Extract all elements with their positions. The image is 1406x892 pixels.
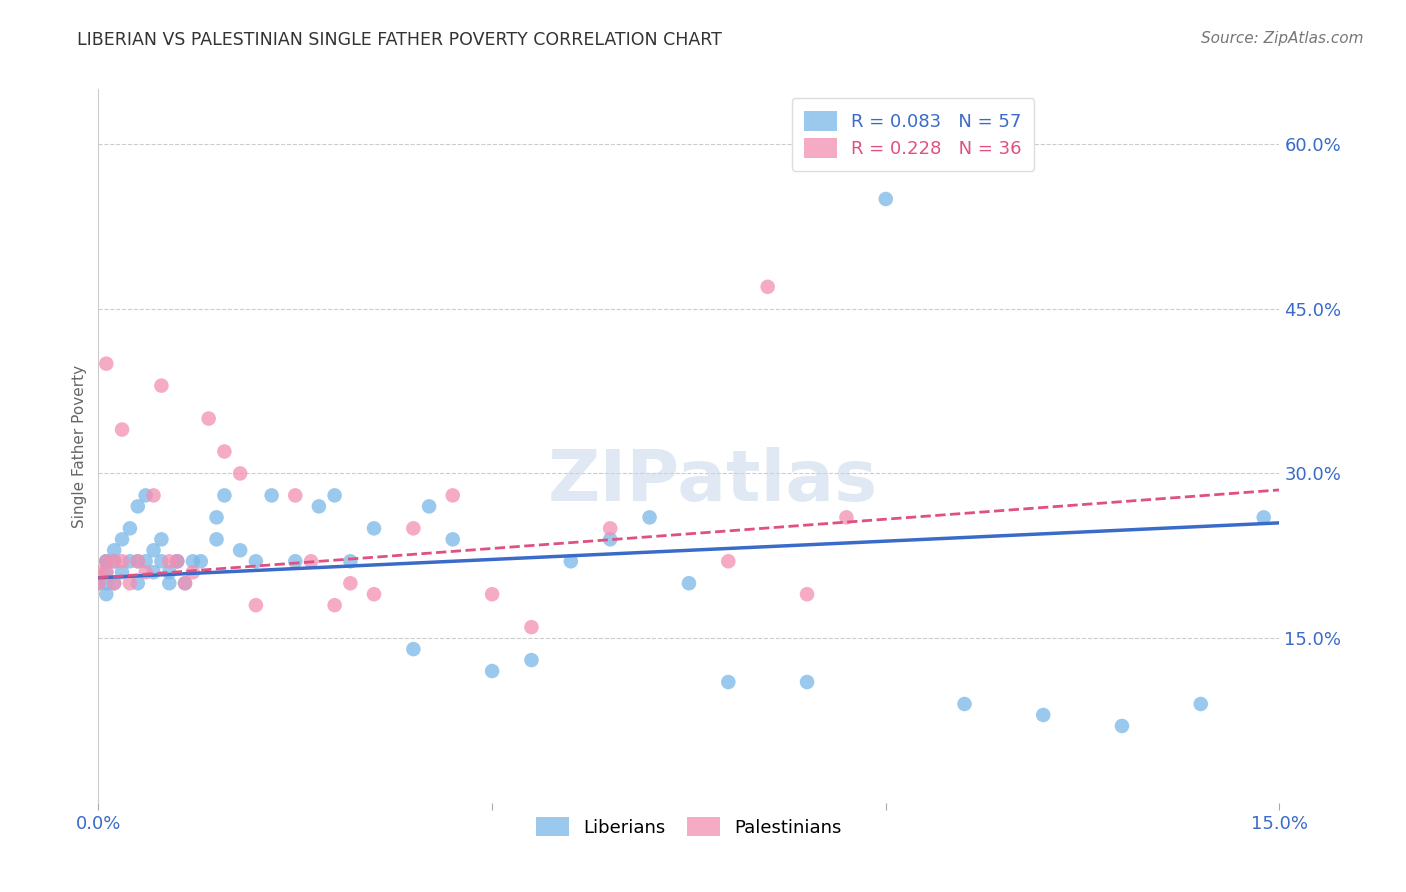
Point — [402, 642, 425, 657]
Point — [229, 543, 252, 558]
Point — [135, 488, 157, 502]
Point — [150, 378, 173, 392]
Point — [835, 510, 858, 524]
Point — [197, 411, 219, 425]
Point — [339, 554, 361, 568]
Point — [205, 533, 228, 547]
Point — [441, 488, 464, 502]
Point — [96, 554, 118, 568]
Point — [127, 576, 149, 591]
Point — [135, 566, 157, 580]
Point — [638, 510, 661, 524]
Point — [142, 543, 165, 558]
Point — [127, 554, 149, 568]
Point — [103, 554, 125, 568]
Point — [96, 587, 118, 601]
Point — [678, 576, 700, 591]
Point — [127, 554, 149, 568]
Legend: Liberians, Palestinians: Liberians, Palestinians — [529, 809, 849, 844]
Point — [245, 554, 267, 568]
Point — [520, 653, 543, 667]
Point — [96, 566, 118, 580]
Point — [205, 510, 228, 524]
Point — [1189, 697, 1212, 711]
Point — [174, 576, 197, 591]
Point — [166, 554, 188, 568]
Point — [284, 488, 307, 502]
Point — [481, 587, 503, 601]
Point — [441, 533, 464, 547]
Point — [111, 566, 134, 580]
Point — [181, 554, 204, 568]
Point — [796, 587, 818, 601]
Point — [96, 554, 118, 568]
Point — [96, 576, 118, 591]
Point — [190, 554, 212, 568]
Point — [142, 488, 165, 502]
Point — [118, 521, 141, 535]
Point — [166, 554, 188, 568]
Point — [214, 444, 236, 458]
Point — [756, 280, 779, 294]
Point — [87, 576, 110, 591]
Point — [142, 566, 165, 580]
Point — [363, 587, 385, 601]
Point — [103, 543, 125, 558]
Point — [363, 521, 385, 535]
Point — [166, 554, 188, 568]
Point — [875, 192, 897, 206]
Point — [214, 488, 236, 502]
Point — [87, 576, 110, 591]
Point — [299, 554, 322, 568]
Point — [229, 467, 252, 481]
Point — [111, 423, 134, 437]
Point — [127, 500, 149, 514]
Point — [953, 697, 976, 711]
Y-axis label: Single Father Poverty: Single Father Poverty — [72, 365, 87, 527]
Point — [260, 488, 283, 502]
Point — [481, 664, 503, 678]
Point — [150, 533, 173, 547]
Point — [181, 566, 204, 580]
Point — [103, 554, 125, 568]
Point — [150, 554, 173, 568]
Point — [520, 620, 543, 634]
Point — [157, 566, 180, 580]
Point — [418, 500, 440, 514]
Point — [284, 554, 307, 568]
Point — [157, 554, 180, 568]
Point — [323, 488, 346, 502]
Point — [111, 554, 134, 568]
Point — [245, 598, 267, 612]
Point — [339, 576, 361, 591]
Text: Source: ZipAtlas.com: Source: ZipAtlas.com — [1201, 31, 1364, 46]
Point — [599, 521, 621, 535]
Point — [87, 566, 110, 580]
Point — [157, 576, 180, 591]
Point — [1253, 510, 1275, 524]
Point — [599, 533, 621, 547]
Point — [118, 576, 141, 591]
Point — [111, 533, 134, 547]
Point — [96, 566, 118, 580]
Point — [103, 576, 125, 591]
Point — [717, 675, 740, 690]
Point — [560, 554, 582, 568]
Point — [135, 554, 157, 568]
Point — [1111, 719, 1133, 733]
Point — [308, 500, 330, 514]
Text: LIBERIAN VS PALESTINIAN SINGLE FATHER POVERTY CORRELATION CHART: LIBERIAN VS PALESTINIAN SINGLE FATHER PO… — [77, 31, 723, 49]
Point — [323, 598, 346, 612]
Point — [717, 554, 740, 568]
Point — [118, 554, 141, 568]
Point — [103, 576, 125, 591]
Point — [96, 357, 118, 371]
Point — [1032, 708, 1054, 723]
Point — [96, 554, 118, 568]
Point — [402, 521, 425, 535]
Text: ZIPatlas: ZIPatlas — [547, 447, 877, 516]
Point — [174, 576, 197, 591]
Point — [796, 675, 818, 690]
